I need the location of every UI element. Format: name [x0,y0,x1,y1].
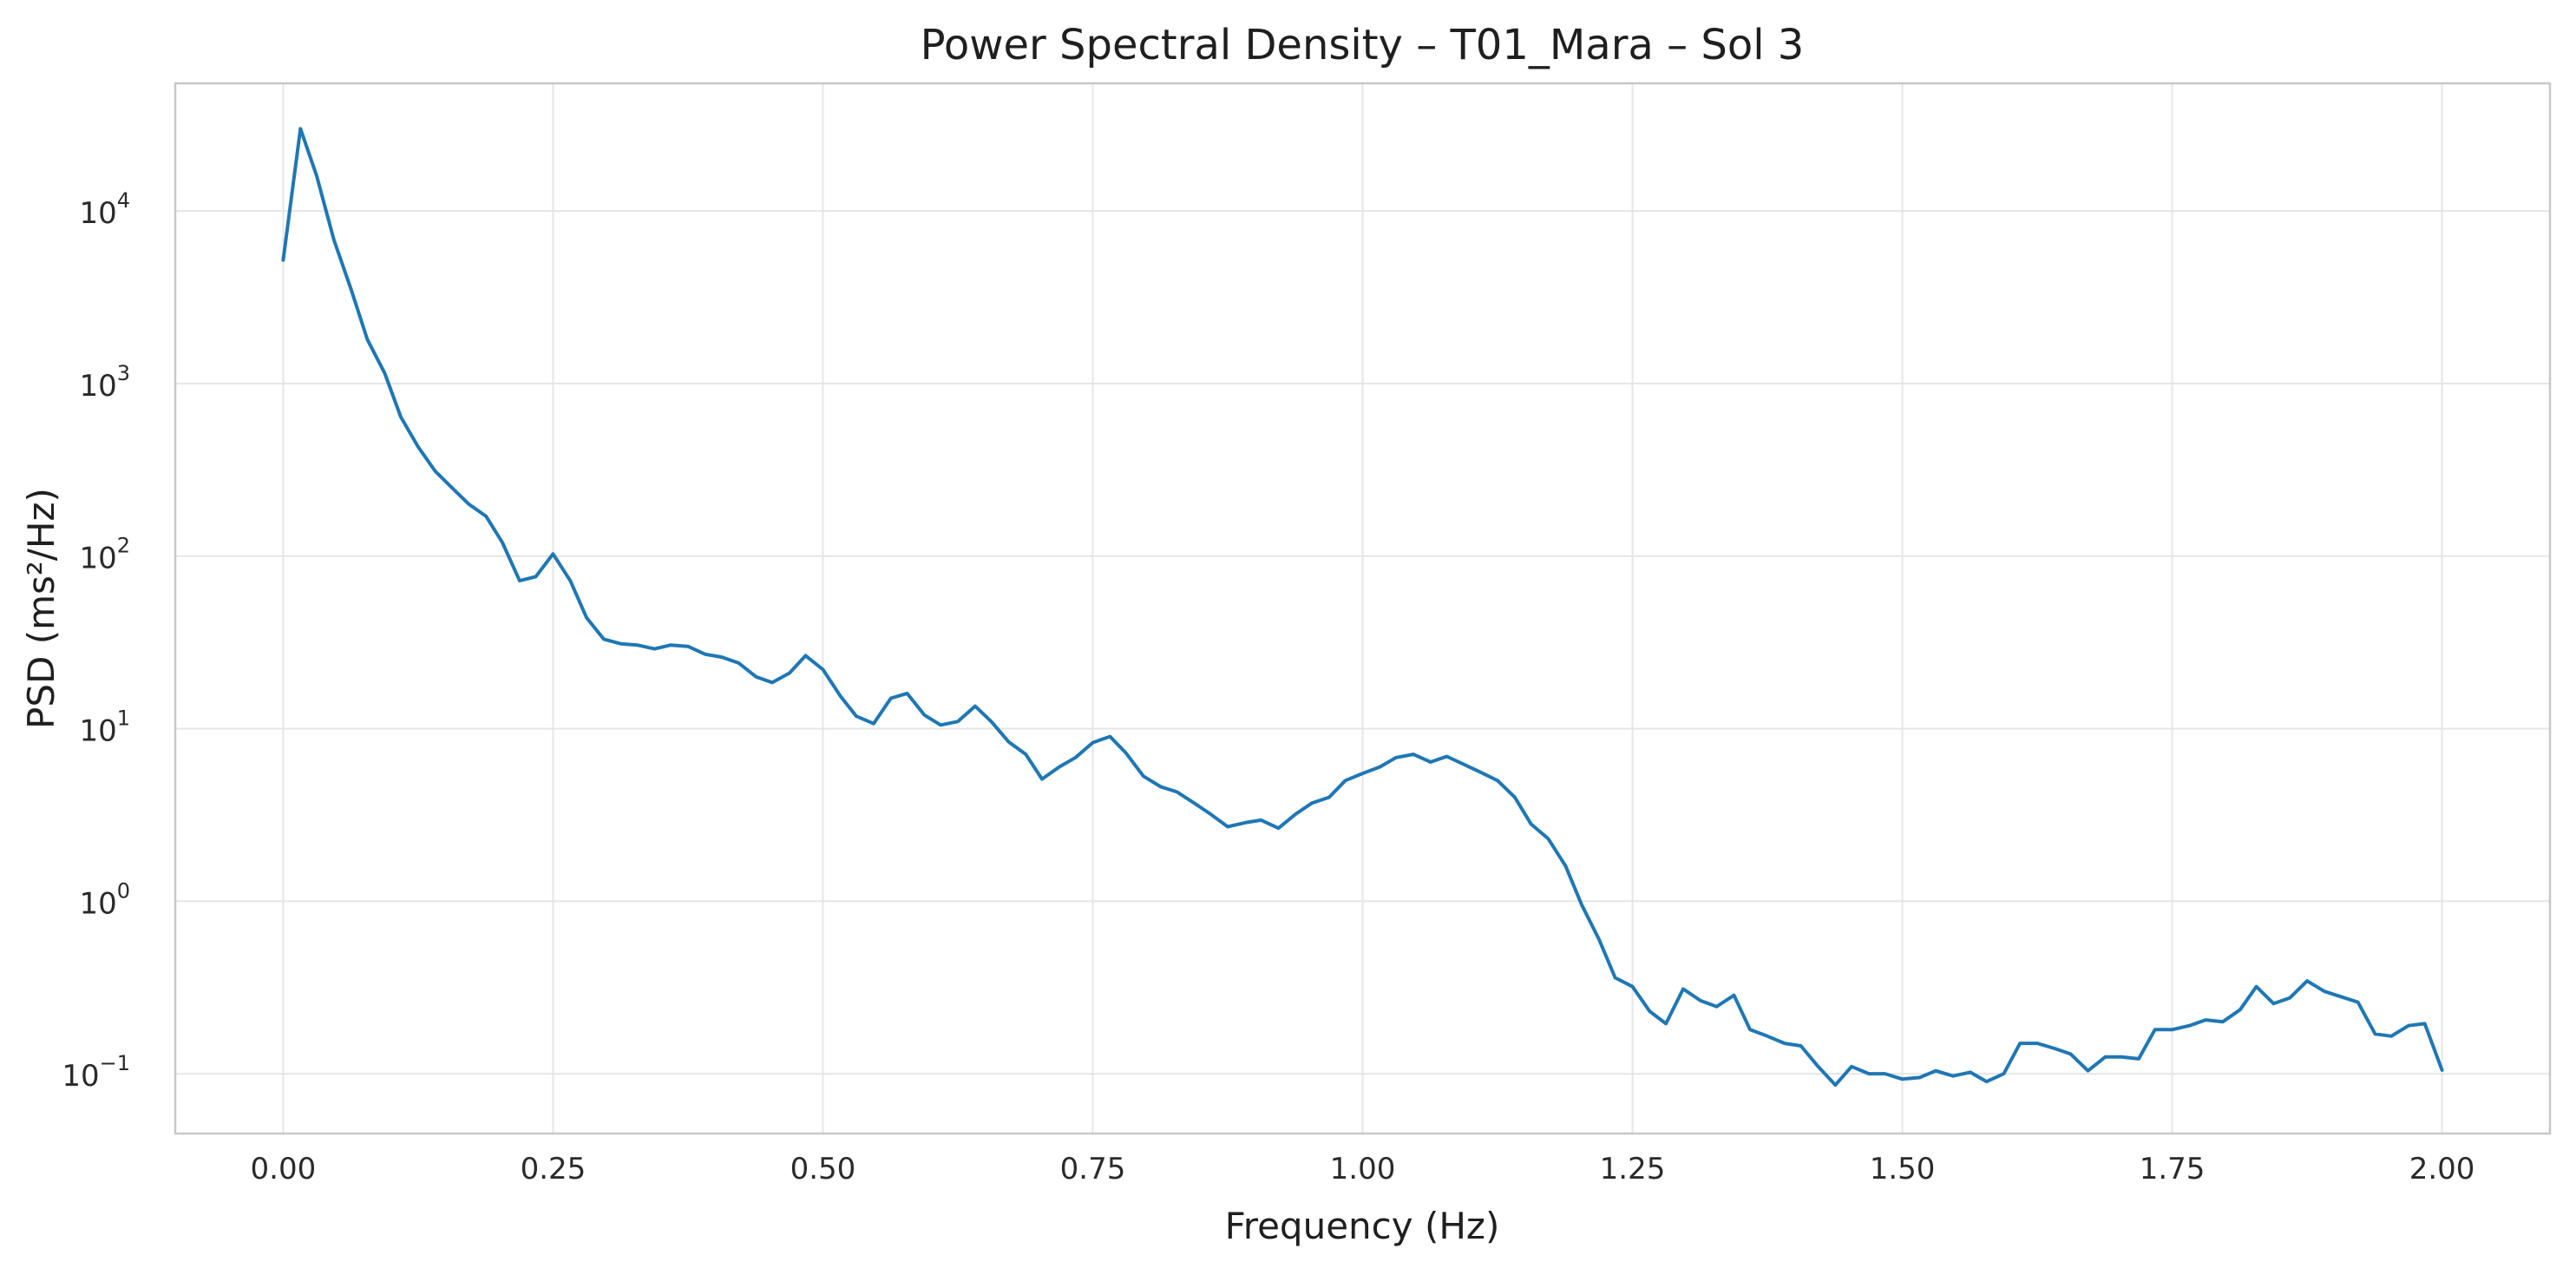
y-tick-base: 10 [79,886,116,921]
y-tick-exponent: 3 [117,361,130,385]
y-tick-label: 103 [79,361,130,404]
grid-lines [175,83,2550,1134]
y-tick-base: 10 [62,1059,99,1094]
x-tick-label: 0.00 [251,1152,317,1186]
y-tick-label: 10−1 [62,1051,130,1094]
x-tick-label: 0.75 [1060,1152,1126,1186]
x-tick-label: 1.50 [1870,1152,1936,1186]
y-tick-base: 10 [79,196,116,231]
y-tick-base: 10 [79,714,116,749]
x-tick-label: 1.25 [1600,1152,1666,1186]
y-axis-label: PSD (ms²/Hz) [20,488,62,729]
y-tick-exponent: 2 [117,534,130,558]
x-tick-label: 0.25 [521,1152,587,1186]
y-tick-label: 104 [79,188,130,231]
x-tick-label: 0.50 [790,1152,856,1186]
y-tick-exponent: 4 [117,188,130,213]
y-tick-label: 100 [79,878,130,921]
y-tick-label: 101 [79,707,130,749]
chart-title: Power Spectral Density – T01_Mara – Sol … [921,21,1805,69]
x-axis-label: Frequency (Hz) [1225,1205,1500,1247]
y-tick-exponent: 1 [117,707,130,731]
x-tick-label: 1.00 [1330,1152,1396,1186]
x-axis-ticks: 0.00 0.25 0.50 0.75 1.00 1.25 1.50 1.75 2.00 [251,1152,2475,1186]
y-tick-base: 10 [79,369,116,404]
psd-series-line [281,127,2444,1088]
y-tick-base: 10 [79,542,116,576]
plot-frame [174,82,2552,1135]
x-tick-label: 1.75 [2140,1152,2206,1186]
y-tick-exponent: −1 [100,1051,130,1075]
y-tick-label: 102 [79,534,130,576]
y-tick-exponent: 0 [117,878,130,903]
x-tick-label: 2.00 [2409,1152,2475,1186]
